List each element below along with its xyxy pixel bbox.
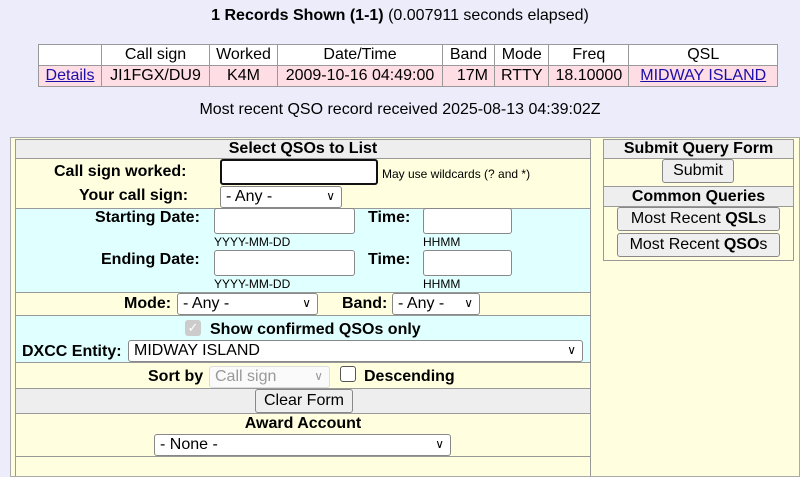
start-date-label: Starting Date: (95, 209, 200, 226)
panel-title: Select QSOs to List (16, 139, 590, 158)
records-summary: 1 Records Shown (1-1) (0.007911 seconds … (211, 7, 589, 24)
mode-label: Mode: (124, 295, 172, 312)
wildcard-hint: May use wildcards (? and *) (382, 167, 531, 181)
mode-select[interactable]: - Any - ∨ (177, 293, 318, 315)
start-date-hint: YYYY-MM-DD (214, 235, 291, 249)
sort-select[interactable]: Call sign ∨ (209, 366, 330, 388)
dxcc-label: DXCC Entity: (22, 343, 122, 360)
award-select[interactable]: - None - ∨ (154, 434, 451, 456)
band-label: Band: (342, 295, 388, 312)
end-time-hint: HHMM (423, 277, 461, 291)
descending-checkbox[interactable] (340, 366, 356, 382)
table-header-row: Call sign Worked Date/Time Band Mode Fre… (38, 44, 779, 66)
recent-qso-text: Most recent QSO record received 2025-08-… (199, 101, 601, 118)
call-worked-label: Call sign worked: (54, 163, 187, 180)
your-call-select[interactable]: - Any - ∨ (220, 186, 342, 208)
dxcc-select[interactable]: MIDWAY ISLAND ∨ (128, 340, 583, 362)
confirmed-checkbox[interactable]: ✓ (185, 320, 201, 336)
start-time-label: Time: (368, 209, 411, 226)
most-recent-qsos-button[interactable]: Most Recent QSOs (617, 233, 780, 257)
chevron-down-icon: ∨ (567, 343, 576, 357)
submit-button[interactable]: Submit (662, 159, 734, 183)
start-time-hint: HHMM (423, 235, 461, 249)
chevron-down-icon: ∨ (302, 296, 311, 310)
award-label: Award Account (244, 415, 362, 432)
chevron-down-icon: ∨ (464, 296, 473, 310)
chevron-down-icon: ∨ (435, 437, 444, 451)
details-link[interactable]: Details (45, 67, 95, 84)
band-select[interactable]: - Any - ∨ (392, 293, 480, 315)
end-date-input[interactable] (214, 250, 355, 276)
confirmed-label: Show confirmed QSOs only (210, 321, 421, 338)
qsl-link[interactable]: MIDWAY ISLAND (640, 67, 767, 84)
descending-label: Descending (364, 368, 455, 385)
end-time-label: Time: (368, 251, 411, 268)
end-time-input[interactable] (423, 250, 512, 276)
sort-label: Sort by (148, 368, 204, 385)
clear-form-button[interactable]: Clear Form (255, 389, 353, 413)
chevron-down-icon: ∨ (326, 189, 335, 203)
common-queries-title: Common Queries (604, 186, 793, 206)
start-date-input[interactable] (214, 208, 355, 234)
call-worked-input[interactable] (220, 159, 378, 185)
chevron-down-icon: ∨ (314, 369, 323, 383)
table-row: Details JI1FGX/DU9 K4M 2009-10-16 04:49:… (38, 65, 779, 87)
end-date-label: Ending Date: (101, 251, 200, 268)
your-call-label: Your call sign: (79, 187, 189, 204)
start-time-input[interactable] (423, 208, 512, 234)
side-title: Submit Query Form (604, 139, 793, 158)
most-recent-qsls-button[interactable]: Most Recent QSLs (617, 207, 780, 231)
results-table: Call sign Worked Date/Time Band Mode Fre… (38, 44, 779, 87)
end-date-hint: YYYY-MM-DD (214, 277, 291, 291)
